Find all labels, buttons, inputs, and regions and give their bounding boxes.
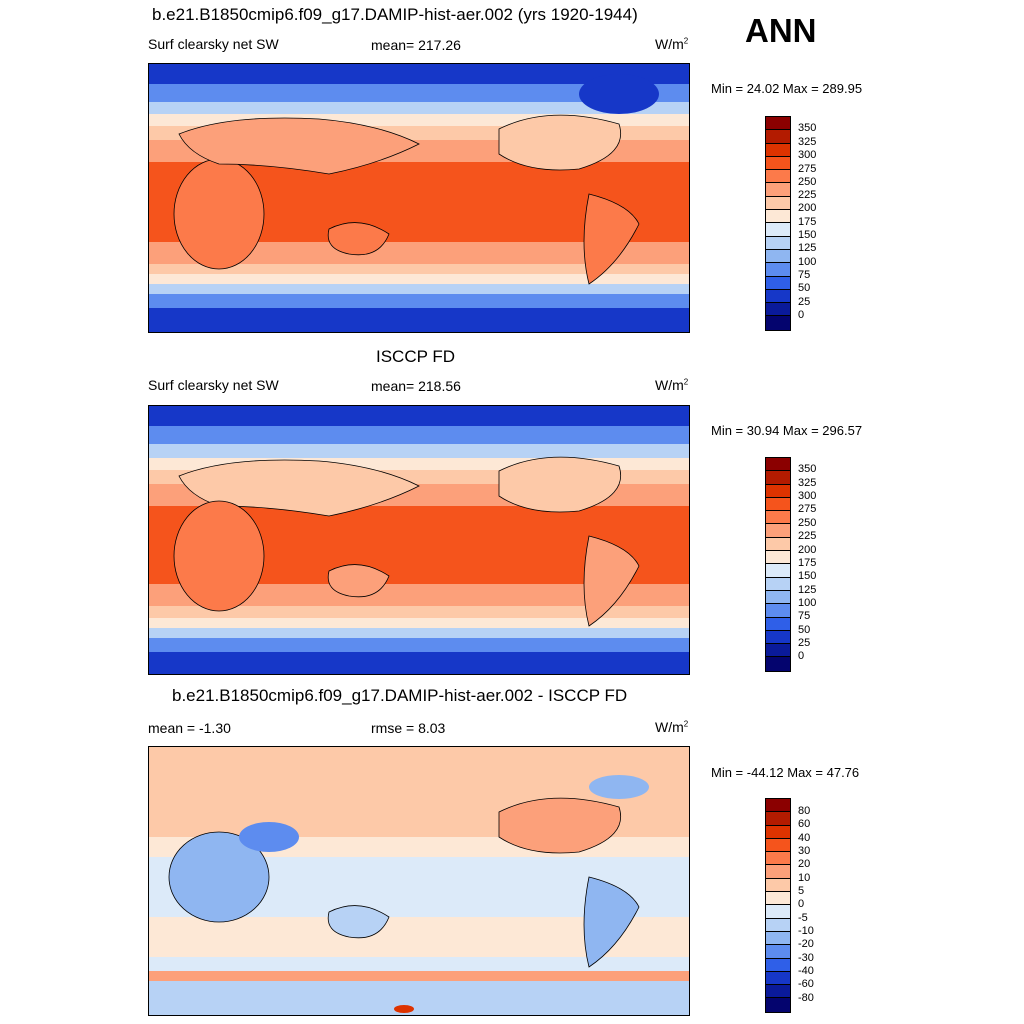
panel2-title: ISCCP FD: [376, 347, 456, 366]
panel1-title: b.e21.B1850cmip6.f09_g17.DAMIP-hist-aer.…: [152, 5, 638, 24]
panel1-units: W/m2: [655, 36, 689, 52]
panel1-mean: mean= 217.26: [371, 37, 461, 53]
panel2-cb-label-100: 100: [798, 597, 817, 609]
panel3-rmse: rmse = 8.03: [371, 720, 446, 736]
panel2-cb-label-0: 0: [798, 650, 805, 662]
panel2-map: [148, 405, 690, 675]
panel2-map-field: [149, 406, 689, 674]
panel3-title: b.e21.B1850cmip6.f09_g17.DAMIP-hist-aer.…: [172, 686, 628, 705]
panel1-variable: Surf clearsky net SW: [148, 36, 279, 52]
panel1-map-field: [149, 64, 689, 332]
panel2-colorbar: [765, 457, 791, 672]
panel2-cb-label-225: 225: [798, 530, 817, 542]
panel1-cb-label-75: 75: [798, 269, 811, 281]
panel2-mean: mean= 218.56: [371, 378, 461, 394]
panel3-units: W/m2: [655, 719, 689, 735]
panel3-cb-label-80: 80: [798, 805, 811, 817]
panel1-cb-label-150: 150: [798, 229, 817, 241]
panel3-cb-label-neg60: -60: [798, 978, 814, 990]
panel2-variable: Surf clearsky net SW: [148, 377, 279, 393]
panel3-cb-label-10: 10: [798, 872, 811, 884]
panel2-cb-label-200: 200: [798, 544, 817, 556]
panel2-cb-label-75: 75: [798, 610, 811, 622]
panel2-cb-label-50: 50: [798, 624, 811, 636]
panel3-cb-label-5: 5: [798, 885, 805, 897]
panel1-cb-label-0: 0: [798, 309, 805, 321]
panel1-cb-label-275: 275: [798, 163, 817, 175]
panel1-minmax: Min = 24.02 Max = 289.95: [711, 81, 863, 96]
panel3-minmax: Min = -44.12 Max = 47.76: [711, 765, 860, 780]
panel1-cb-label-25: 25: [798, 296, 811, 308]
panel3-cb-label-60: 60: [798, 818, 811, 830]
panel2-cb-label-350: 350: [798, 463, 817, 475]
panel3-cb-label-40: 40: [798, 832, 811, 844]
panel2-cb-label-25: 25: [798, 637, 811, 649]
panel3-cb-label-neg40: -40: [798, 965, 814, 977]
panel2-cb-label-250: 250: [798, 517, 817, 529]
panel1-map: [148, 63, 690, 333]
panel2-units: W/m2: [655, 377, 689, 393]
panel3-cb-label-30: 30: [798, 845, 811, 857]
panel2-cb-label-175: 175: [798, 557, 817, 569]
panel3-cb-label-neg80: -80: [798, 992, 814, 1004]
panel1-cb-label-325: 325: [798, 136, 817, 148]
panel1-cb-label-250: 250: [798, 176, 817, 188]
panel2-cb-label-300: 300: [798, 490, 817, 502]
panel3-mean: mean = -1.30: [148, 720, 231, 736]
panel1-colorbar: [765, 116, 791, 331]
panel1-cb-label-225: 225: [798, 189, 817, 201]
panel3-map: [148, 746, 690, 1016]
panel3-cb-label-neg30: -30: [798, 952, 814, 964]
season-label: ANN: [745, 12, 817, 49]
panel3-cb-label-neg5: -5: [798, 912, 808, 924]
panel2-cb-label-275: 275: [798, 503, 817, 515]
panel3-cb-label-0: 0: [798, 898, 805, 910]
panel3-cb-label-neg10: -10: [798, 925, 814, 937]
panel2-cb-label-125: 125: [798, 584, 817, 596]
panel1-cb-label-350: 350: [798, 122, 817, 134]
panel2-cb-label-325: 325: [798, 477, 817, 489]
panel2-minmax: Min = 30.94 Max = 296.57: [711, 423, 863, 438]
panel3-cb-label-neg20: -20: [798, 938, 814, 950]
panel1-cb-label-300: 300: [798, 149, 817, 161]
panel1-cb-label-50: 50: [798, 282, 811, 294]
panel3-cb-label-20: 20: [798, 858, 811, 870]
panel1-cb-label-200: 200: [798, 202, 817, 214]
panel2-cb-label-150: 150: [798, 570, 817, 582]
panel1-cb-label-175: 175: [798, 216, 817, 228]
panel1-cb-label-125: 125: [798, 242, 817, 254]
panel3-map-field: [149, 747, 689, 1015]
panel3-colorbar: [765, 798, 791, 1013]
panel1-cb-label-100: 100: [798, 256, 817, 268]
